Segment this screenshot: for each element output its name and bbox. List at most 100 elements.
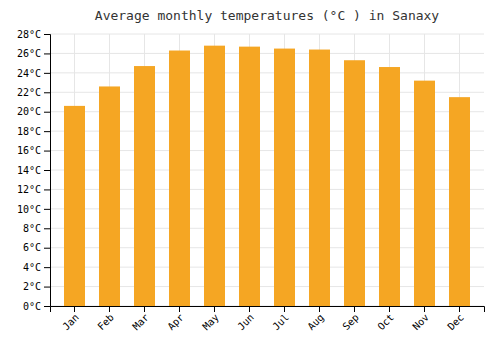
bar xyxy=(309,50,330,306)
bar xyxy=(379,67,400,306)
y-tick-mark xyxy=(44,267,50,268)
y-tick: 26°C xyxy=(17,48,50,59)
x-tick: May xyxy=(200,306,221,332)
bar xyxy=(239,47,260,306)
bar xyxy=(204,46,225,306)
x-tick-mark xyxy=(214,306,215,312)
x-tick: Sep xyxy=(340,306,361,332)
y-tick: 28°C xyxy=(17,29,50,40)
x-axis-line xyxy=(51,307,485,313)
y-tick-mark xyxy=(44,151,50,152)
y-tick-label: 24°C xyxy=(17,68,41,79)
title: Average monthly temperatures (°C ) in Sa… xyxy=(95,8,440,23)
x-tick-label: Sep xyxy=(340,312,361,333)
y-tick-label: 26°C xyxy=(17,48,41,59)
x-tick-mark xyxy=(284,306,285,312)
y-grid-line xyxy=(50,72,484,73)
y-tick-label: 14°C xyxy=(17,165,41,176)
y-tick: 8°C xyxy=(23,223,50,234)
y-tick-label: 6°C xyxy=(23,242,41,253)
y-tick: 12°C xyxy=(17,184,50,195)
x-tick: Jun xyxy=(235,306,256,332)
x-tick-label: Jul xyxy=(270,312,291,333)
x-tick-label: May xyxy=(200,312,221,333)
x-tick-label: Mar xyxy=(130,312,151,333)
chart: 0°C 2°C 4°C 6°C 8°C 10°C 12°C 14°C 16°C 18°C 20°C 2… xyxy=(0,0,500,350)
bar xyxy=(134,66,155,306)
y-tick-mark xyxy=(44,73,50,74)
x-tick: Aug xyxy=(305,306,326,332)
x-tick: Jan xyxy=(60,306,81,332)
y-tick: 22°C xyxy=(17,87,50,98)
y-tick-mark xyxy=(44,53,50,54)
y-tick-mark xyxy=(44,287,50,288)
x-tick-mark xyxy=(459,306,460,312)
y-grid-line xyxy=(50,34,484,35)
y-tick-label: 22°C xyxy=(17,87,41,98)
x-tick-mark xyxy=(74,306,75,312)
x-tick: Oct xyxy=(375,306,396,332)
x-tick-label: Oct xyxy=(375,312,396,333)
x-tick: Dec xyxy=(445,306,466,332)
y-tick-mark xyxy=(44,112,50,113)
x-tick-label: Feb xyxy=(95,312,116,333)
x-tick: Feb xyxy=(95,306,116,332)
y-tick-mark xyxy=(44,131,50,132)
y-tick: 20°C xyxy=(17,106,50,117)
y-tick-mark xyxy=(44,306,50,307)
y-tick-mark xyxy=(44,170,50,171)
y-grid-line xyxy=(50,53,484,54)
y-tick: 0°C xyxy=(23,301,50,312)
y-tick: 2°C xyxy=(23,281,50,292)
y-tick: 16°C xyxy=(17,145,50,156)
y-tick-mark xyxy=(44,34,50,35)
x-tick-mark xyxy=(389,306,390,312)
x-tick: Jul xyxy=(270,306,291,332)
bar xyxy=(449,97,470,306)
y-tick-mark xyxy=(44,248,50,249)
x-tick-mark xyxy=(179,306,180,312)
y-axis-line xyxy=(44,35,51,307)
x-tick: Apr xyxy=(165,306,186,332)
y-tick: 10°C xyxy=(17,204,50,215)
y-tick-label: 10°C xyxy=(17,204,41,215)
x-tick-mark xyxy=(354,306,355,312)
x-tick-label: Apr xyxy=(165,312,186,333)
x-tick-mark xyxy=(144,306,145,312)
y-tick-label: 20°C xyxy=(17,106,41,117)
y-tick-label: 0°C xyxy=(23,301,41,312)
y-tick-mark xyxy=(44,209,50,210)
x-tick-label: Nov xyxy=(410,312,431,333)
bar xyxy=(274,49,295,306)
x-tick-mark xyxy=(319,306,320,312)
plot-area: 0°C 2°C 4°C 6°C 8°C 10°C 12°C 14°C 16°C 18°C 20°C 2… xyxy=(17,29,485,333)
bar xyxy=(169,51,190,306)
y-tick-mark xyxy=(44,228,50,229)
bar xyxy=(64,106,85,306)
x-tick-label: Jun xyxy=(235,312,256,333)
y-tick: 4°C xyxy=(23,262,50,273)
x-tick: Nov xyxy=(410,306,431,332)
y-tick-label: 8°C xyxy=(23,223,41,234)
bars xyxy=(64,46,470,306)
bar xyxy=(344,60,365,306)
bar xyxy=(414,81,435,306)
y-axis: 0°C 2°C 4°C 6°C 8°C 10°C 12°C 14°C 16°C 18°C 20°C 2… xyxy=(17,29,51,312)
x-axis: Jan Feb Mar Apr May Jun Jul Aug Sep Oct Nov Dec xyxy=(51,306,485,332)
x-tick-label: Aug xyxy=(305,312,326,333)
x-tick: Mar xyxy=(130,306,151,332)
y-tick: 6°C xyxy=(23,242,50,253)
x-tick-mark xyxy=(424,306,425,312)
y-tick-label: 12°C xyxy=(17,184,41,195)
y-tick-label: 2°C xyxy=(23,281,41,292)
y-tick-label: 4°C xyxy=(23,262,41,273)
y-tick: 24°C xyxy=(17,68,50,79)
grid xyxy=(50,34,484,306)
y-tick-label: 18°C xyxy=(17,126,41,137)
y-tick-label: 28°C xyxy=(17,29,41,40)
x-tick-label: Dec xyxy=(445,312,466,333)
y-tick-mark xyxy=(44,92,50,93)
y-tick: 18°C xyxy=(17,126,50,137)
x-tick-mark xyxy=(109,306,110,312)
x-tick-label: Jan xyxy=(60,312,81,333)
